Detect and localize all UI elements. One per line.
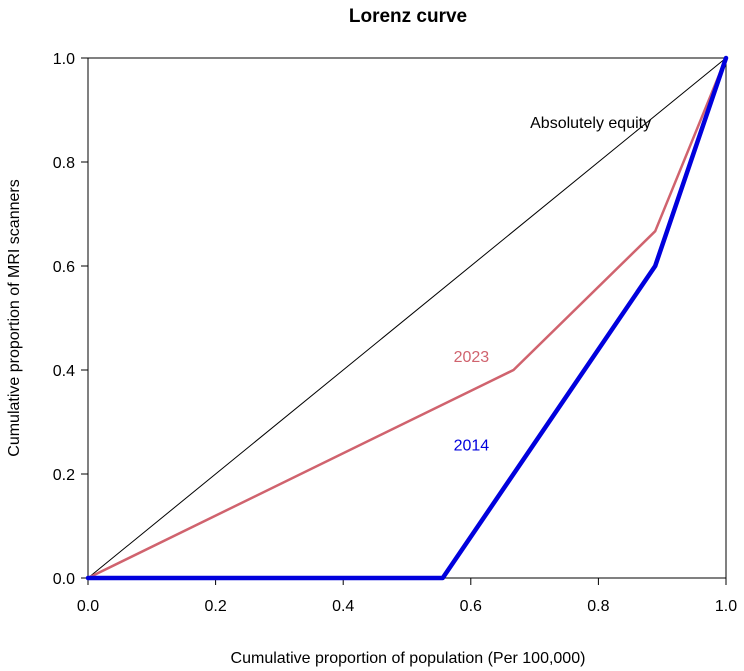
chart-title: Lorenz curve	[349, 6, 467, 27]
equality-line	[87, 57, 727, 579]
annotation-2014: 2014	[454, 438, 490, 455]
annotation-2023: 2023	[454, 349, 490, 366]
y-axis: 0.0 0.2 0.4 0.6 0.8 1.0	[53, 51, 88, 588]
x-tick-label: 0.4	[332, 598, 354, 615]
y-tick-label: 0.8	[53, 155, 75, 172]
annotation-layer: Absolutely equity 2023 2014	[454, 115, 652, 454]
x-tick-label: 0.2	[204, 598, 226, 615]
series-layer	[85, 55, 729, 581]
x-tick-label: 0.0	[77, 598, 99, 615]
x-tick-label: 0.8	[587, 598, 609, 615]
series-2014-line	[85, 55, 729, 581]
x-axis: 0.0 0.2 0.4 0.6 0.8 1.0	[77, 578, 737, 615]
y-tick-label: 0.4	[53, 363, 75, 380]
y-tick-label: 0.6	[53, 259, 75, 276]
y-tick-label: 0.2	[53, 467, 75, 484]
x-axis-label: Cumulative proportion of population (Per…	[231, 650, 586, 667]
x-tick-label: 0.6	[460, 598, 482, 615]
y-axis-label: Cumulative proportion of MRI scanners	[6, 179, 23, 456]
y-tick-label: 1.0	[53, 51, 75, 68]
annotation-absolutely-equity: Absolutely equity	[530, 115, 651, 132]
y-tick-label: 0.0	[53, 571, 75, 588]
x-tick-label: 1.0	[715, 598, 737, 615]
series-2023-line	[86, 56, 728, 580]
